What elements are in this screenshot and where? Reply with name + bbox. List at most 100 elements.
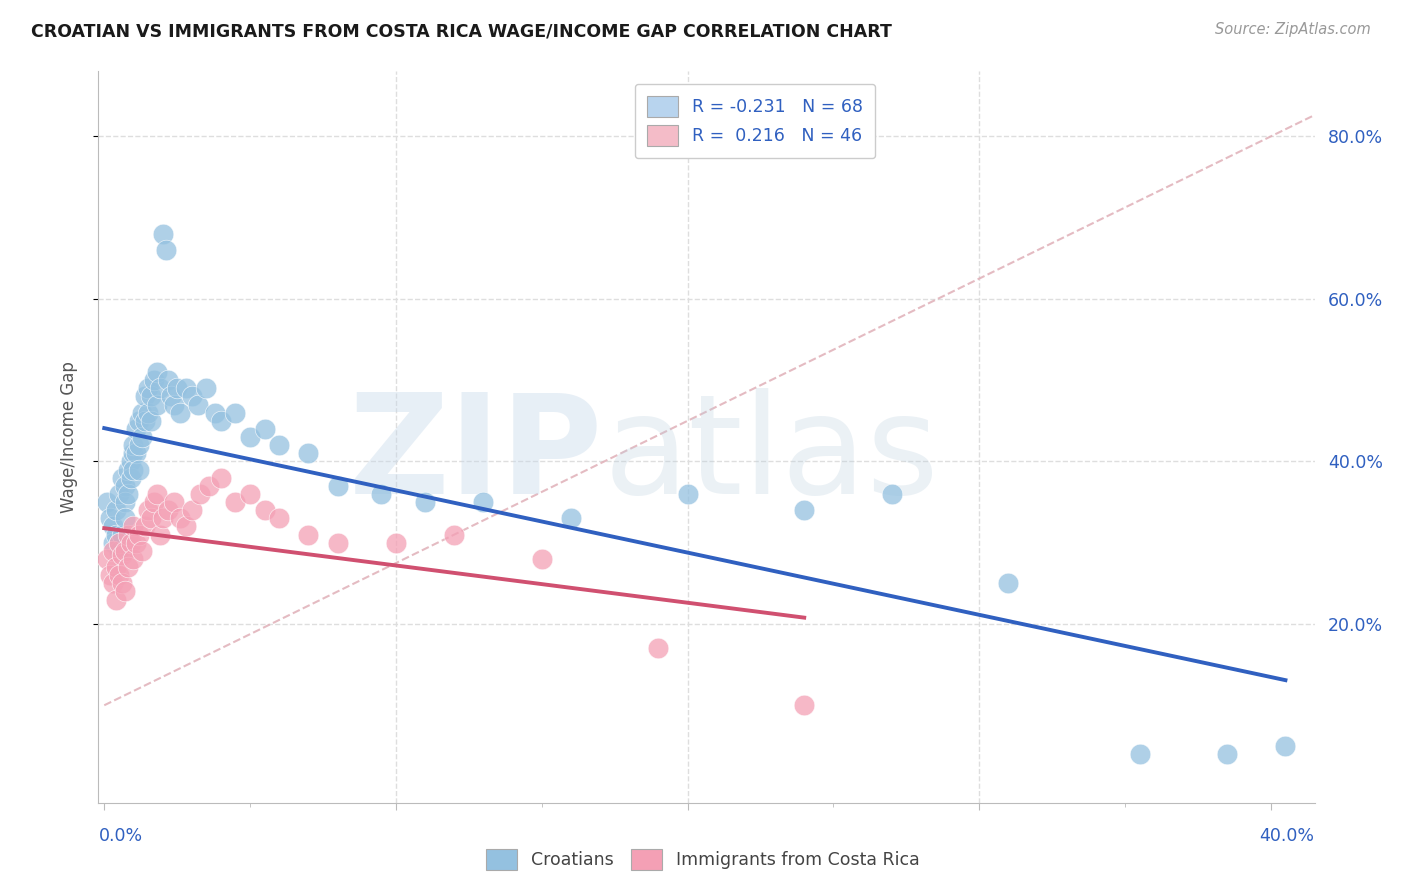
Point (117, 462, 139, 476)
Point (676, 487, 699, 501)
Point (195, 381, 218, 395)
Point (530, 552, 553, 566)
Point (187, 398, 209, 412)
Point (385, 535, 408, 549)
Point (139, 511, 162, 525)
Point (155, 243, 177, 257)
Point (101, 519, 124, 533)
Point (239, 430, 262, 444)
Point (149, 381, 172, 395)
Point (128, 527, 150, 541)
Point (96, 552, 118, 566)
Point (326, 479, 349, 493)
Point (880, 487, 903, 501)
Point (1274, 739, 1296, 753)
Point (139, 414, 162, 428)
Point (370, 487, 392, 501)
Point (163, 398, 186, 412)
Point (117, 487, 139, 501)
Point (136, 406, 159, 420)
Point (125, 422, 148, 436)
Text: CROATIAN VS IMMIGRANTS FROM COSTA RICA WAGE/INCOME GAP CORRELATION CHART: CROATIAN VS IMMIGRANTS FROM COSTA RICA W… (31, 22, 891, 40)
Point (136, 503, 159, 517)
Point (108, 544, 131, 558)
Text: ZIP: ZIP (349, 388, 603, 523)
Point (131, 406, 153, 420)
Point (253, 422, 276, 436)
Point (190, 487, 212, 501)
Point (108, 487, 131, 501)
Point (96, 495, 118, 509)
Point (169, 406, 191, 420)
Point (122, 446, 145, 460)
Point (111, 527, 134, 541)
Point (413, 495, 436, 509)
Point (108, 568, 131, 582)
Point (204, 406, 226, 420)
Text: atlas: atlas (603, 388, 939, 523)
Point (122, 462, 145, 476)
Point (560, 511, 582, 525)
Point (793, 698, 815, 713)
Point (472, 495, 495, 509)
Point (145, 487, 167, 501)
Point (269, 438, 291, 452)
Point (142, 495, 165, 509)
Point (125, 535, 148, 549)
Point (120, 454, 142, 468)
Point (104, 592, 127, 607)
Point (104, 503, 127, 517)
Point (174, 519, 197, 533)
Point (149, 527, 172, 541)
Point (297, 446, 319, 460)
Point (163, 495, 186, 509)
Point (122, 552, 145, 566)
Point (145, 365, 167, 379)
Point (114, 495, 136, 509)
Point (174, 381, 197, 395)
Point (101, 535, 124, 549)
Point (1216, 747, 1239, 761)
Text: Source: ZipAtlas.com: Source: ZipAtlas.com (1215, 22, 1371, 37)
Point (120, 471, 142, 485)
Point (160, 389, 183, 403)
Point (152, 511, 174, 525)
Point (117, 527, 139, 541)
Point (114, 479, 136, 493)
Point (134, 414, 156, 428)
Text: 0.0%: 0.0% (98, 827, 142, 845)
Point (134, 389, 156, 403)
Point (157, 503, 180, 517)
Point (111, 548, 134, 562)
Point (128, 438, 150, 452)
Point (101, 544, 124, 558)
Point (145, 398, 167, 412)
Point (157, 373, 180, 387)
Point (152, 227, 174, 241)
Point (131, 430, 153, 444)
Point (1129, 747, 1152, 761)
Point (122, 519, 145, 533)
Point (166, 381, 188, 395)
Point (114, 511, 136, 525)
Point (239, 487, 262, 501)
Point (98, 511, 121, 525)
Y-axis label: Wage/Income Gap: Wage/Income Gap (59, 361, 77, 513)
Point (997, 576, 1019, 591)
Point (111, 576, 134, 591)
Point (180, 389, 202, 403)
Point (104, 527, 127, 541)
Point (443, 527, 465, 541)
Point (793, 503, 815, 517)
Point (136, 381, 159, 395)
Point (111, 471, 134, 485)
Point (142, 373, 165, 387)
Point (198, 479, 221, 493)
Point (101, 576, 124, 591)
Point (128, 462, 150, 476)
Point (224, 495, 246, 509)
Point (326, 535, 349, 549)
Point (647, 641, 669, 656)
Text: 40.0%: 40.0% (1260, 827, 1315, 845)
Point (122, 438, 145, 452)
